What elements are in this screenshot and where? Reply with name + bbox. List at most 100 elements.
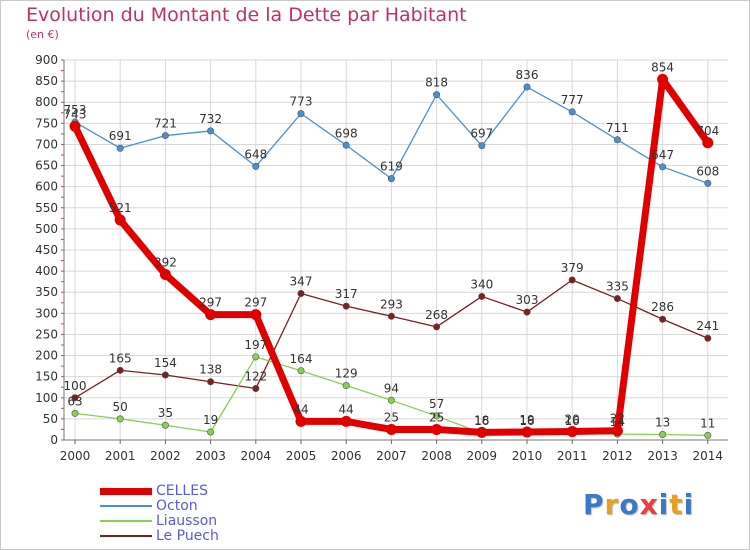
data-labels: 743 521 392 297 297 44 44 25 25 18 19 20 22 854 704 753… [64, 60, 720, 430]
data-point [659, 431, 667, 439]
data-point [521, 426, 533, 438]
data-label: 854 [651, 60, 674, 74]
x-tick-label: 2013 [647, 449, 678, 463]
data-label: 297 [244, 296, 267, 310]
data-point [207, 428, 215, 436]
logo-letter: o [619, 488, 640, 521]
axes [61, 59, 728, 444]
data-label: 16 [474, 414, 489, 428]
data-point [433, 91, 441, 99]
data-label: 293 [380, 297, 403, 311]
data-point [297, 367, 305, 375]
data-point [523, 83, 531, 91]
data-label: 691 [109, 129, 132, 143]
data-point [478, 142, 486, 150]
x-tick-label: 2002 [150, 449, 181, 463]
x-tick-label: 2005 [286, 449, 317, 463]
data-label: 22 [610, 412, 625, 426]
data-label: 297 [199, 296, 222, 310]
y-tick-label: 350 [35, 285, 58, 299]
data-label: 836 [516, 68, 539, 82]
data-point [71, 409, 79, 417]
data-label: 340 [470, 277, 493, 291]
data-point [69, 120, 81, 132]
y-tick-label: 750 [35, 116, 58, 130]
series-group [69, 73, 714, 439]
x-tick-label: 2009 [467, 449, 498, 463]
data-point [252, 353, 260, 361]
data-point [252, 162, 260, 170]
data-point [205, 309, 217, 321]
data-label: 608 [696, 164, 719, 178]
data-label: 50 [113, 400, 128, 414]
data-point [704, 179, 712, 187]
data-point [116, 366, 124, 374]
data-label: 94 [384, 381, 399, 395]
y-tick-label: 900 [35, 53, 58, 67]
x-tick-label: 2007 [376, 449, 407, 463]
data-point [161, 132, 169, 140]
y-tick-label: 0 [50, 433, 58, 447]
data-label: 57 [429, 397, 444, 411]
data-label: 165 [109, 351, 132, 365]
data-point [207, 378, 215, 386]
legend-label: Octon [156, 498, 198, 514]
data-label: 16 [519, 414, 534, 428]
x-tick-label: 2003 [195, 449, 226, 463]
grid [64, 59, 728, 441]
legend-swatch [100, 505, 152, 507]
y-tick-label: 500 [35, 222, 58, 236]
y-tick-labels: 0 50 100 150 200 250 300 350 400 450 500 550 600 650 7… [35, 53, 58, 447]
data-point [702, 137, 714, 149]
data-label: 648 [244, 147, 267, 161]
data-point [252, 384, 260, 392]
data-label: 721 [154, 117, 177, 131]
data-point [116, 144, 124, 152]
data-point [342, 141, 350, 149]
data-point [297, 110, 305, 118]
chart-title: Evolution du Montant de la Dette par Hab… [26, 4, 467, 26]
data-label: 63 [67, 394, 82, 408]
data-label: 14 [610, 415, 625, 429]
data-label: 698 [335, 126, 358, 140]
data-label: 154 [154, 356, 177, 370]
x-tick-label: 2010 [512, 449, 543, 463]
data-point [387, 175, 395, 183]
data-label: 44 [339, 402, 354, 416]
data-point [159, 268, 171, 280]
data-point [613, 136, 621, 144]
data-point [71, 394, 79, 402]
x-tick-label: 2000 [60, 449, 91, 463]
data-label: 19 [203, 413, 218, 427]
data-point [433, 412, 441, 420]
y-tick-label: 800 [35, 95, 58, 109]
data-label: 619 [380, 160, 403, 174]
data-label: 16 [565, 414, 580, 428]
logo-letter: i [683, 488, 695, 521]
data-label: 19 [519, 413, 534, 427]
data-point [657, 73, 669, 85]
y-tick-label: 250 [35, 327, 58, 341]
data-label: 704 [696, 124, 719, 138]
y-tick-label: 450 [35, 243, 58, 257]
data-label: 100 [64, 379, 87, 393]
legend-item: Octon [100, 499, 219, 513]
data-point [431, 423, 443, 435]
data-label: 818 [425, 76, 448, 90]
data-point [387, 396, 395, 404]
y-tick-label: 300 [35, 306, 58, 320]
data-label: 286 [651, 300, 674, 314]
data-point [611, 425, 623, 437]
legend-swatch [100, 520, 152, 522]
legend-item: Liausson [100, 514, 219, 528]
data-point [250, 309, 262, 321]
y-tick-label: 550 [35, 201, 58, 215]
data-label: 317 [335, 287, 358, 301]
data-point [340, 415, 352, 427]
x-tick-label: 2011 [557, 449, 588, 463]
data-point [659, 315, 667, 323]
data-label: 379 [561, 261, 584, 275]
data-label: 697 [470, 127, 493, 141]
x-tick-label: 2014 [693, 449, 724, 463]
